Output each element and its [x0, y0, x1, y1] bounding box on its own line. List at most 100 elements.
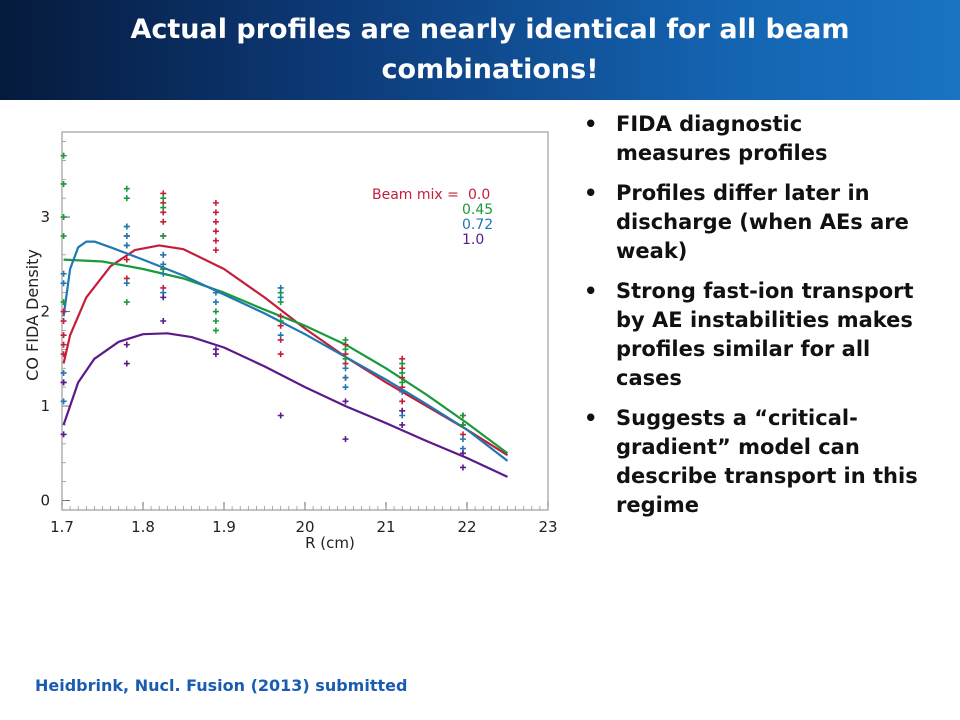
data-point-green: [60, 214, 67, 221]
data-point-blue: [60, 270, 67, 277]
x-tick-label: 20: [295, 518, 314, 536]
bullet-item: • Profiles differ later in discharge (whe…: [578, 179, 918, 266]
data-point-green: [123, 185, 130, 192]
series-line-purple: [62, 332, 508, 478]
data-point-red: [212, 247, 219, 254]
data-point-blue: [277, 284, 284, 291]
data-point-red: [212, 218, 219, 225]
bullet-dot: •: [584, 279, 598, 303]
bullet-text: FIDA diagnostic measures profiles: [616, 112, 828, 165]
data-point-blue: [60, 398, 67, 405]
data-point-blue: [212, 299, 219, 306]
legend-entry-red: 0.0: [468, 187, 490, 203]
data-point-purple: [342, 436, 349, 443]
data-point-green: [160, 232, 167, 239]
data-point-purple: [342, 398, 349, 405]
data-point-green: [399, 360, 406, 367]
data-point-green: [212, 308, 219, 315]
x-axis-label: R (cm): [305, 534, 355, 552]
data-point-blue: [123, 232, 130, 239]
y-tick-label: 1: [40, 397, 50, 415]
legend-entry-green: 0.45: [462, 202, 493, 218]
data-point-blue: [342, 374, 349, 381]
legend-title: Beam mix =: [372, 187, 459, 203]
bullet-text: Strong fast-ion transport by AE instabil…: [616, 279, 914, 390]
data-point-red: [60, 308, 67, 315]
series-curves: [62, 240, 509, 478]
data-point-green: [399, 379, 406, 386]
bullet-list: • FIDA diagnostic measures profiles • Profi…: [578, 110, 918, 531]
data-point-red: [160, 218, 167, 225]
data-point-blue: [60, 280, 67, 287]
chart-legend: Beam mix = 0.00.450.721.0: [372, 187, 493, 248]
x-tick-label: 1.8: [131, 518, 155, 536]
data-point-blue: [160, 270, 167, 277]
x-tick-label: 23: [538, 518, 557, 536]
bullet-item: • Suggests a “critical-gradient” model ca…: [578, 404, 918, 520]
data-point-blue: [60, 369, 67, 376]
data-point-red: [277, 351, 284, 358]
data-point-green: [342, 355, 349, 362]
data-point-red: [399, 398, 406, 405]
axis-labels: R (cm) CO FIDA Density: [23, 249, 355, 552]
data-point-green: [60, 180, 67, 187]
y-axis-label: CO FIDA Density: [23, 249, 42, 381]
data-point-blue: [123, 223, 130, 230]
data-point-purple: [459, 464, 466, 471]
data-point-red: [60, 341, 67, 348]
data-point-purple: [123, 360, 130, 367]
bullet-text: Suggests a “critical-gradient” model can…: [616, 406, 918, 517]
bullet-dot: •: [584, 406, 598, 430]
data-point-purple: [459, 450, 466, 457]
y-tick-label: 3: [40, 208, 50, 226]
data-point-purple: [60, 431, 67, 438]
title-bar: Actual profiles are nearly identical for…: [0, 0, 960, 100]
data-point-blue: [277, 294, 284, 301]
data-point-purple: [212, 351, 219, 358]
data-point-red: [212, 209, 219, 216]
data-point-green: [160, 195, 167, 202]
data-point-green: [60, 232, 67, 239]
data-point-green: [342, 346, 349, 353]
data-point-red: [123, 256, 130, 263]
data-point-green: [342, 336, 349, 343]
data-point-red: [60, 351, 67, 358]
data-point-blue: [212, 289, 219, 296]
data-point-red: [60, 318, 67, 324]
data-point-blue: [277, 332, 284, 339]
data-point-blue: [123, 242, 130, 249]
data-point-blue: [123, 280, 130, 287]
series-line-green: [63, 258, 509, 455]
series-line-red: [62, 244, 509, 457]
citation: Heidbrink, Nucl. Fusion (2013) submitted: [35, 676, 408, 695]
data-point-purple: [123, 341, 130, 348]
legend-entry-blue: 0.72: [462, 217, 493, 233]
series-line-blue: [62, 240, 509, 462]
data-point-red: [60, 332, 67, 339]
data-point-purple: [399, 407, 406, 414]
data-point-green: [399, 369, 406, 376]
data-point-blue: [160, 261, 167, 268]
bullet-item: • Strong fast-ion transport by AE instabi…: [578, 277, 918, 393]
data-point-blue: [160, 251, 167, 258]
y-tick-label: 2: [40, 303, 50, 321]
data-point-green: [459, 421, 466, 428]
data-point-blue: [459, 436, 466, 443]
bullet-text: Profiles differ later in discharge (when…: [616, 181, 909, 263]
data-point-blue: [342, 384, 349, 391]
data-point-green: [123, 299, 130, 306]
data-point-green: [60, 152, 67, 159]
data-point-green: [60, 299, 67, 306]
data-point-red: [212, 199, 219, 206]
bullet-dot: •: [584, 181, 598, 205]
data-point-purple: [399, 421, 406, 428]
data-point-purple: [160, 318, 167, 324]
data-point-green: [212, 327, 219, 334]
x-tick-label: 1.9: [212, 518, 236, 536]
data-point-green: [277, 318, 284, 324]
x-tick-label: 21: [376, 518, 395, 536]
data-point-red: [212, 237, 219, 244]
data-point-green: [123, 195, 130, 202]
